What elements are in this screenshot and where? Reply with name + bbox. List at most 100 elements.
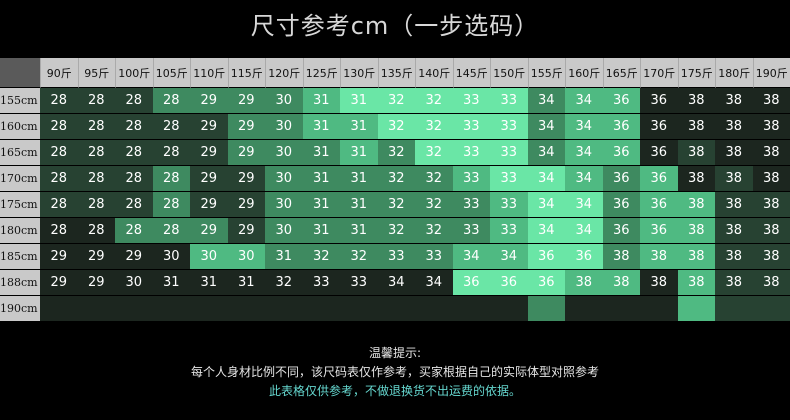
size-cell: 28 (115, 88, 153, 114)
size-cell: 30 (115, 270, 153, 296)
weight-header: 110斤 (190, 58, 228, 88)
size-cell: 31 (340, 88, 378, 114)
height-label: 175cm (0, 192, 40, 218)
size-cell: 28 (152, 140, 190, 166)
size-cell: 32 (415, 88, 453, 114)
size-cell: 38 (677, 270, 715, 296)
size-cell: 29 (190, 140, 228, 166)
size-cell: 31 (302, 166, 340, 192)
size-cell: 32 (377, 88, 415, 114)
height-label: 180cm (0, 218, 40, 244)
size-cell: 29 (190, 88, 228, 114)
size-cell: 34 (565, 166, 603, 192)
size-cell: 34 (527, 140, 565, 166)
size-cell: 29 (227, 218, 265, 244)
size-cell: 38 (752, 270, 790, 296)
size-cell: 33 (415, 244, 453, 270)
size-cell (715, 296, 753, 322)
size-cell: 29 (227, 166, 265, 192)
size-cell: 32 (415, 114, 453, 140)
size-cell: 30 (190, 244, 228, 270)
size-cell: 28 (40, 114, 78, 140)
size-cell: 33 (340, 270, 378, 296)
size-cell: 34 (565, 218, 603, 244)
size-cell: 33 (377, 244, 415, 270)
size-cell: 29 (190, 166, 228, 192)
size-cell: 33 (490, 218, 528, 244)
weight-header: 180斤 (715, 58, 753, 88)
size-cell: 31 (190, 270, 228, 296)
size-cell: 36 (640, 140, 678, 166)
size-cell (340, 296, 378, 322)
size-cell: 30 (227, 244, 265, 270)
size-cell: 29 (227, 114, 265, 140)
size-cell: 32 (377, 114, 415, 140)
size-cell: 38 (677, 88, 715, 114)
size-cell: 36 (452, 270, 490, 296)
size-cell: 31 (302, 114, 340, 140)
size-cell: 34 (452, 244, 490, 270)
size-cell: 38 (640, 270, 678, 296)
size-cell: 28 (77, 140, 115, 166)
size-cell (77, 296, 115, 322)
size-cell: 28 (77, 114, 115, 140)
size-cell: 34 (565, 88, 603, 114)
size-cell: 36 (565, 244, 603, 270)
size-cell: 38 (715, 88, 753, 114)
height-label: 165cm (0, 140, 40, 166)
size-cell: 28 (115, 140, 153, 166)
size-cell: 32 (377, 166, 415, 192)
size-cell: 34 (377, 270, 415, 296)
weight-header: 155斤 (527, 58, 565, 88)
size-cell: 38 (752, 244, 790, 270)
size-cell: 38 (715, 244, 753, 270)
size-cell: 38 (752, 140, 790, 166)
size-cell: 33 (452, 192, 490, 218)
size-cell (265, 296, 303, 322)
size-cell: 28 (115, 114, 153, 140)
size-cell: 31 (302, 192, 340, 218)
size-cell: 31 (340, 192, 378, 218)
size-cell: 33 (452, 140, 490, 166)
size-cell: 28 (115, 218, 153, 244)
size-cell: 33 (452, 114, 490, 140)
size-cell: 31 (340, 218, 378, 244)
size-cell: 30 (265, 218, 303, 244)
size-cell: 36 (602, 88, 640, 114)
size-cell: 38 (752, 114, 790, 140)
size-cell: 36 (602, 192, 640, 218)
size-cell: 33 (452, 166, 490, 192)
weight-header: 100斤 (115, 58, 153, 88)
size-cell: 34 (527, 166, 565, 192)
size-cell: 38 (715, 192, 753, 218)
size-cell: 28 (152, 166, 190, 192)
size-cell: 28 (152, 218, 190, 244)
size-cell: 36 (490, 270, 528, 296)
size-cell: 36 (640, 166, 678, 192)
size-cell: 38 (602, 270, 640, 296)
size-cell: 28 (152, 88, 190, 114)
weight-header: 165斤 (602, 58, 640, 88)
weight-header: 115斤 (227, 58, 265, 88)
weight-header: 140斤 (415, 58, 453, 88)
size-cell: 28 (77, 88, 115, 114)
size-cell: 33 (490, 166, 528, 192)
notes-heading: 温馨提示: (368, 346, 422, 360)
size-cell: 32 (377, 218, 415, 244)
size-cell: 30 (265, 114, 303, 140)
size-cell (377, 296, 415, 322)
size-cell: 33 (452, 88, 490, 114)
size-cell: 33 (490, 88, 528, 114)
size-cell: 36 (527, 244, 565, 270)
size-cell (565, 296, 603, 322)
size-cell: 38 (677, 244, 715, 270)
size-cell: 32 (302, 244, 340, 270)
size-cell: 36 (640, 114, 678, 140)
size-cell: 31 (340, 140, 378, 166)
size-cell: 32 (415, 140, 453, 166)
size-cell: 38 (715, 114, 753, 140)
size-cell: 29 (190, 114, 228, 140)
size-cell (490, 296, 528, 322)
size-cell: 36 (602, 114, 640, 140)
size-cell: 38 (715, 218, 753, 244)
